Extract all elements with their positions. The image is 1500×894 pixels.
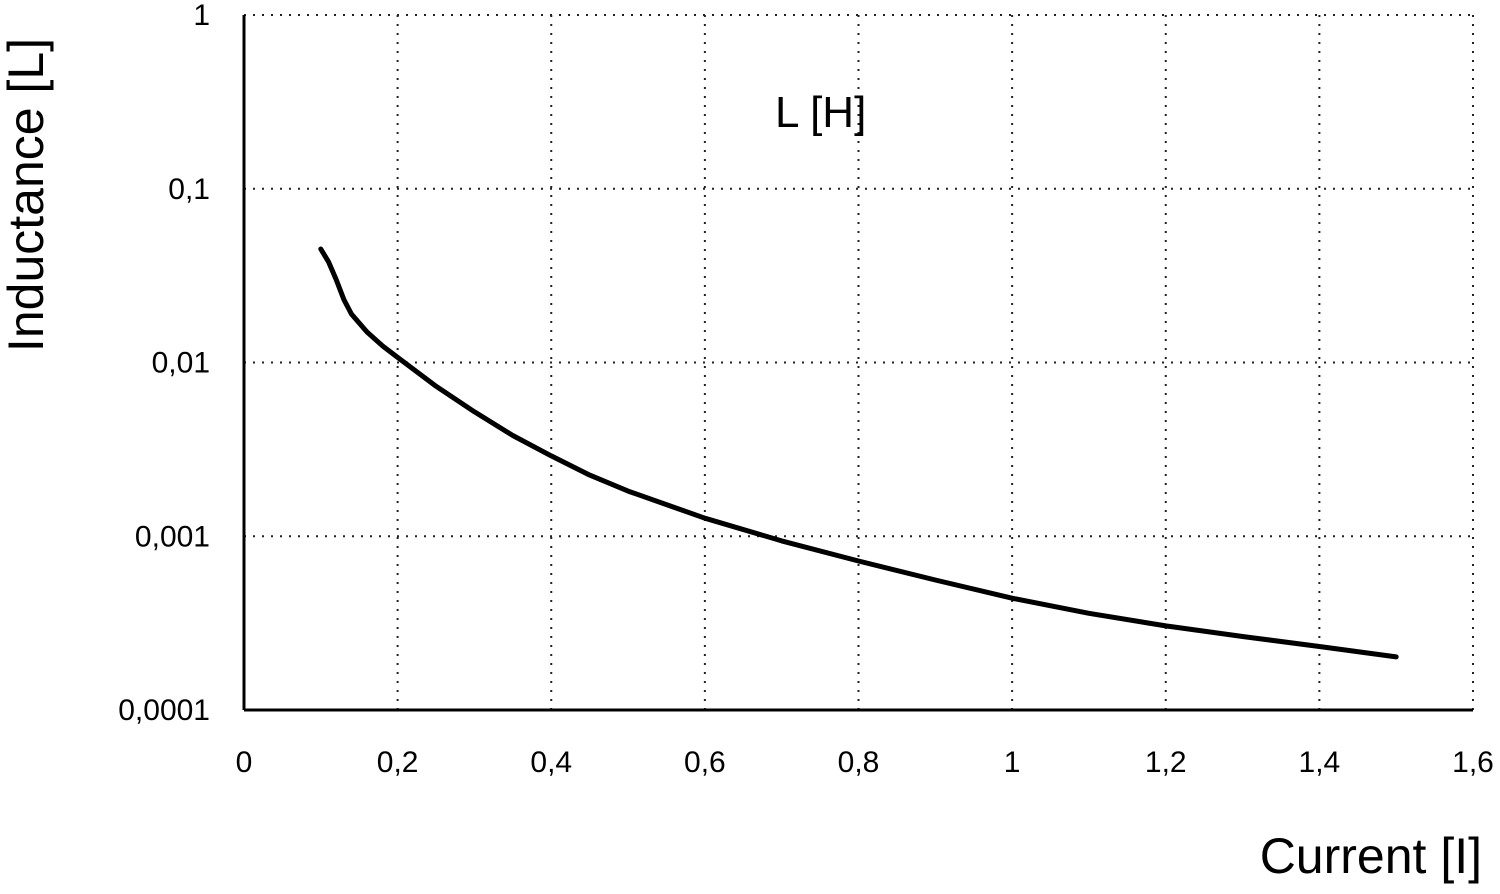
- y-tick-label: 0,1: [168, 173, 210, 206]
- x-tick-label: 0,6: [684, 746, 726, 779]
- x-tick-label: 1,4: [1299, 746, 1341, 779]
- x-tick-label: 0: [236, 746, 253, 779]
- x-axis-title: Current [I]: [1260, 828, 1482, 884]
- y-tick-label: 1: [193, 0, 210, 32]
- y-tick-label: 0,01: [152, 347, 210, 380]
- x-tick-label: 1: [1004, 746, 1021, 779]
- series-layer: [318, 246, 1399, 660]
- y-tick-label: 0,0001: [118, 694, 210, 727]
- axes-layer: [242, 15, 1473, 712]
- x-tick-label: 1,2: [1145, 746, 1187, 779]
- x-tick-label: 1,6: [1452, 746, 1494, 779]
- y-tick-label: 0,001: [135, 520, 210, 553]
- tick-labels: 0 0,2 0,4 0,6 0,8 1 1,2 1,4 1,6 1 0,1 0,01 0,001 0,00…: [118, 0, 1494, 779]
- x-tick-label: 0,2: [377, 746, 419, 779]
- x-tick-label: 0,8: [838, 746, 880, 779]
- series-label: L [H]: [775, 88, 866, 137]
- x-tick-label: 0,4: [530, 746, 572, 779]
- y-axis-title: Inductance [L]: [0, 38, 54, 352]
- series-line: [318, 246, 1399, 660]
